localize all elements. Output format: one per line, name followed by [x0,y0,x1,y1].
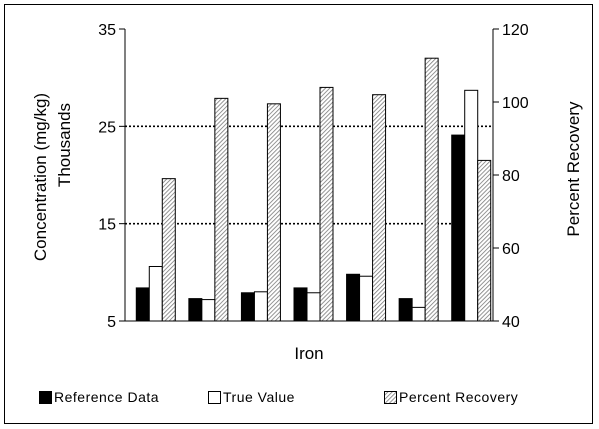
bar-percent-recovery-5 [372,94,387,322]
legend-item-true-value: True Value [208,389,295,405]
chart: 5 15 25 35 40 60 80 100 120 Iron Concentration (mg… [31,22,583,363]
bar-percent-recovery-2 [214,97,229,322]
bar-true-value-7 [464,89,479,322]
chart-frame: 5 15 25 35 40 60 80 100 120 Iron Concentration (mg… [4,4,593,424]
tick-label-right-80: 80 [502,168,520,185]
tick-label-right-40: 40 [502,314,520,331]
tick-label-right-60: 60 [502,241,520,258]
bar-percent-recovery-1 [161,178,176,322]
bar-true-value-5 [359,275,374,322]
legend-label-percent-recovery: Percent Recovery [399,389,519,405]
legend-swatch-percent-recovery [384,390,397,404]
bar-true-value-4 [306,292,321,322]
legend-label-reference-data: Reference Data [54,389,160,405]
tick-label-left-35: 35 [98,22,116,39]
bar-reference-data-3 [240,292,255,322]
bar-percent-recovery-7 [477,159,492,322]
bar-reference-data-7 [451,134,466,322]
bar-true-value-6 [411,306,426,322]
y-axis-label-left-sub: Thousands [55,103,74,187]
legend-item-percent-recovery: Percent Recovery [384,389,518,405]
legend-swatch-true-value [208,390,221,404]
tick-label-left-5: 5 [107,314,116,331]
bar-true-value-1 [148,265,163,322]
bar-true-value-2 [201,299,216,322]
bar-reference-data-6 [398,298,413,322]
tick-label-left-25: 25 [98,119,116,136]
bar-reference-data-2 [188,298,203,322]
x-axis-label: Iron [294,344,323,363]
legend-label-true-value: True Value [223,389,295,405]
bar-reference-data-4 [293,287,308,322]
bar-reference-data-1 [135,287,150,322]
tick-label-right-120: 120 [502,22,529,39]
tick-label-right-100: 100 [502,95,529,112]
y-axis-label-right: Percent Recovery [564,101,583,237]
legend-swatch-reference-data [39,390,52,404]
bar-percent-recovery-3 [266,103,281,322]
bar-percent-recovery-4 [319,86,334,322]
y-axis-label-left: Concentration (mg/kg) [31,93,50,261]
tick-label-left-15: 15 [98,217,116,234]
legend-item-reference-data: Reference Data [39,389,159,405]
bar-true-value-3 [253,291,268,322]
bar-reference-data-5 [346,273,361,322]
bar-percent-recovery-6 [424,57,439,322]
